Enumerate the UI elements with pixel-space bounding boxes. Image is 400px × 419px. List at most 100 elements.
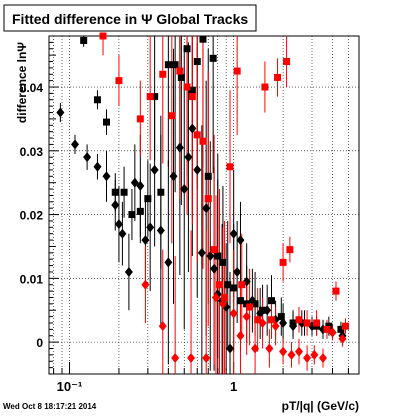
data-point [271, 321, 280, 332]
data-point [226, 163, 234, 171]
data-point [236, 330, 245, 341]
data-point [193, 164, 202, 175]
data-point [146, 222, 155, 233]
data-point [303, 353, 312, 364]
data-point [164, 257, 173, 268]
data-point [313, 319, 321, 327]
data-point [204, 195, 212, 203]
y-tick-label: 0.04 [20, 81, 44, 95]
data-point [224, 281, 232, 289]
data-point [136, 115, 144, 123]
title-box: Fitted difference in Ψ Global Tracks [3, 4, 257, 32]
data-point [204, 172, 212, 180]
data-point [286, 246, 294, 254]
data-point [183, 45, 191, 53]
data-point [93, 96, 101, 104]
data-point [141, 279, 150, 290]
data-point [318, 353, 327, 364]
data-point [128, 211, 136, 219]
data-point [199, 137, 207, 145]
data-point [175, 142, 184, 153]
data-point [102, 171, 111, 182]
data-point [206, 251, 215, 262]
axis-ticks: 10⁻¹ 1 0 0.01 0.02 0.03 0.04 [20, 35, 349, 394]
data-point [187, 353, 196, 364]
data-point [268, 316, 276, 324]
data-point [211, 292, 220, 303]
data-point [287, 349, 296, 360]
data-point [259, 306, 267, 314]
data-point [193, 58, 201, 66]
data-point [216, 281, 224, 289]
data-point [156, 225, 165, 236]
data-point [328, 327, 337, 338]
data-point [115, 77, 123, 85]
data-point [310, 349, 319, 360]
data-point [233, 67, 241, 75]
y-tick-label: 0.01 [20, 272, 44, 286]
data-point [171, 61, 179, 69]
data-point [251, 343, 260, 354]
data-point [102, 118, 110, 126]
data-point [111, 200, 120, 210]
data-point [171, 353, 180, 364]
data-point [146, 93, 154, 101]
data-point [188, 86, 196, 94]
y-tick-label: 0 [36, 336, 43, 350]
x-tick-label: 1 [230, 379, 237, 394]
data-point [295, 346, 304, 357]
data-point [209, 54, 217, 62]
data-point [141, 235, 150, 246]
data-point [80, 36, 88, 44]
data-point [130, 177, 139, 188]
data-point [279, 317, 288, 328]
y-tick-label: 0.02 [20, 209, 44, 223]
data-point [277, 313, 285, 321]
data-point [184, 152, 193, 163]
data-point [295, 316, 303, 324]
data-point [283, 58, 291, 66]
data-point [199, 35, 207, 43]
data-point [193, 131, 201, 139]
data-point [99, 32, 107, 40]
timestamp: Wed Oct 8 18:17:21 2014 [3, 402, 97, 411]
data-point [251, 300, 259, 308]
data-point [183, 83, 191, 91]
data-point [279, 258, 287, 266]
data-point [274, 73, 282, 81]
data-point [221, 293, 229, 301]
data-point [180, 184, 189, 195]
data-point [238, 281, 246, 289]
data-point [229, 228, 238, 239]
data-point [93, 161, 102, 172]
data-point [342, 322, 350, 330]
data-point [202, 203, 211, 214]
data-point [254, 316, 262, 324]
x-axis-label: pT/|q| (GeV/c) [282, 399, 359, 413]
data-point [210, 246, 218, 254]
data-point [337, 325, 345, 333]
data-point [164, 61, 172, 69]
data-point [261, 83, 269, 91]
y-axis-label: difference lnΨ [15, 42, 29, 123]
chart-title: Fitted difference in Ψ Global Tracks [12, 11, 248, 27]
data-point [242, 311, 251, 322]
data-point [246, 303, 254, 311]
data-point [229, 308, 238, 319]
data-point [265, 343, 274, 354]
data-point [197, 247, 206, 258]
data-point [136, 180, 145, 191]
data-point [188, 123, 197, 134]
data-point [202, 353, 211, 364]
data-point [233, 266, 242, 277]
data-point [258, 317, 267, 328]
data-point [159, 70, 167, 78]
data-point [332, 287, 340, 295]
data-point [218, 298, 227, 309]
data-point [214, 252, 222, 260]
data-point [150, 164, 159, 175]
data-point [56, 107, 65, 118]
data-point [268, 297, 276, 305]
data-point [236, 235, 245, 246]
